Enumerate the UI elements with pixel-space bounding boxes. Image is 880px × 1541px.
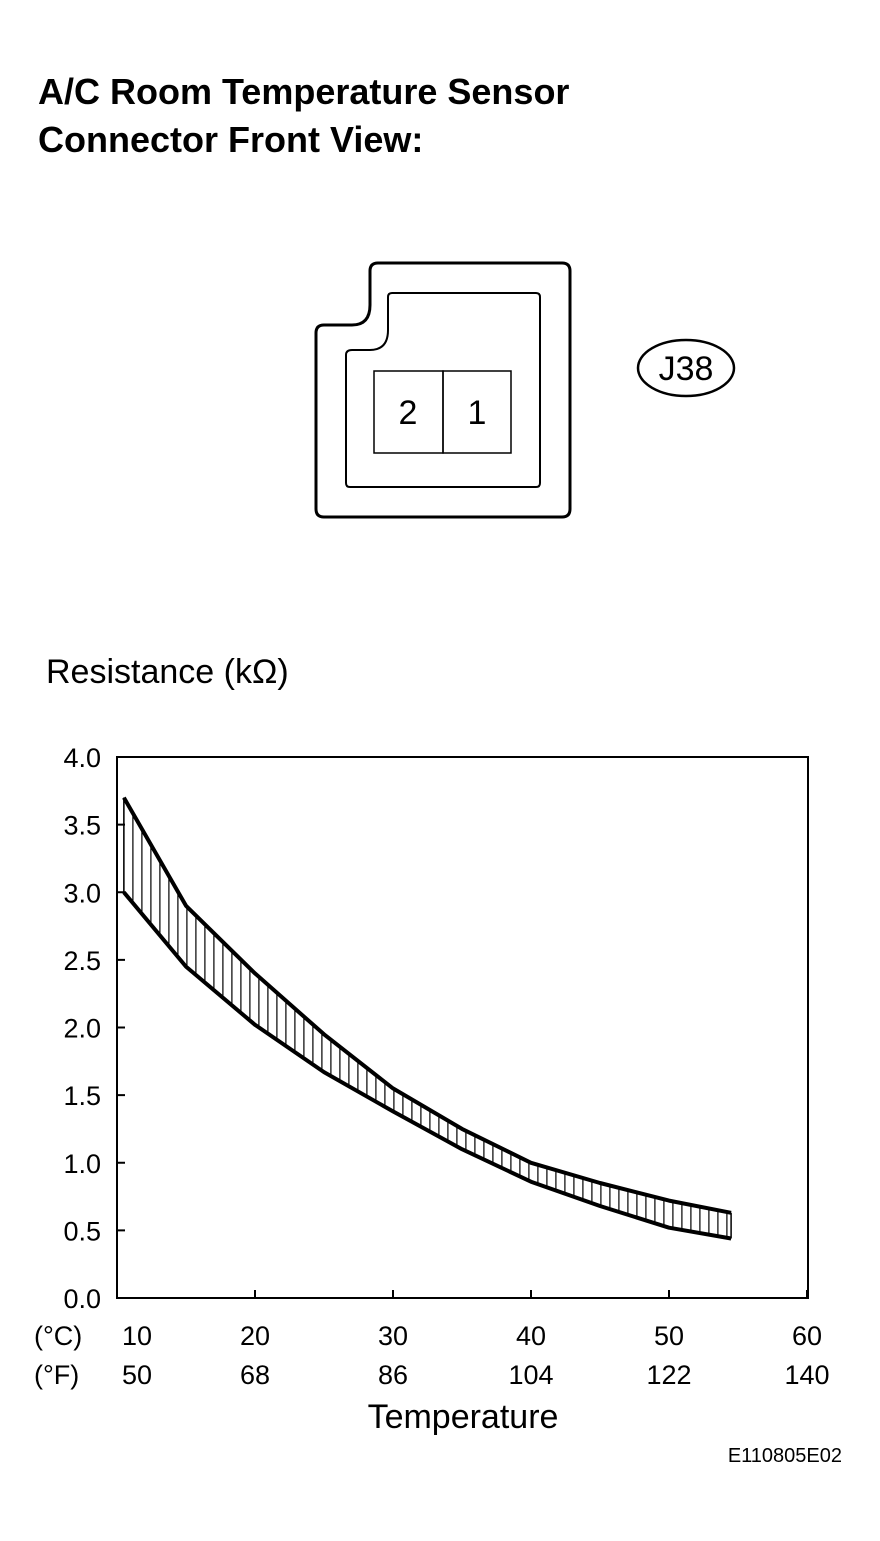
figure-code: E110805E02	[728, 1445, 842, 1467]
x2-tick-label: 50	[122, 1360, 152, 1390]
x-axis-label: Temperature	[368, 1398, 559, 1436]
connector	[314, 261, 736, 519]
y-tick-label: 3.0	[63, 878, 101, 908]
x-unit-label: (°C)	[34, 1321, 82, 1351]
y-tick-label: 0.0	[63, 1284, 101, 1314]
x-tick-label: 50	[654, 1321, 684, 1351]
x2-unit-label: (°F)	[34, 1360, 79, 1390]
x2-tick-label: 140	[784, 1360, 829, 1390]
y-tick-label: 3.5	[63, 811, 101, 841]
y-tick-label: 4.0	[63, 743, 101, 773]
pin-label: 2	[399, 394, 418, 432]
y-tick-label: 2.5	[63, 946, 101, 976]
x2-tick-label: 68	[240, 1360, 270, 1390]
x2-tick-label: 86	[378, 1360, 408, 1390]
title: Connector Front View:	[38, 119, 423, 160]
y-axis-label: Resistance (kΩ)	[46, 653, 289, 691]
x2-tick-label: 104	[508, 1360, 553, 1390]
x2-tick-label: 122	[646, 1360, 691, 1390]
y-tick-label: 0.5	[63, 1216, 101, 1246]
y-tick-label: 1.5	[63, 1081, 101, 1111]
pin-label: 1	[468, 394, 487, 432]
x-tick-label: 60	[792, 1321, 822, 1351]
x-tick-label: 30	[378, 1321, 408, 1351]
y-tick-label: 1.0	[63, 1149, 101, 1179]
plot-frame	[116, 756, 809, 1299]
title: A/C Room Temperature Sensor	[38, 71, 569, 112]
x-tick-label: 20	[240, 1321, 270, 1351]
curve	[122, 891, 732, 1241]
y-tick-label: 2.0	[63, 1014, 101, 1044]
connector-code: J38	[659, 350, 714, 388]
curve	[122, 796, 732, 1215]
x-tick-label: 40	[516, 1321, 546, 1351]
x-tick-label: 10	[122, 1321, 152, 1351]
